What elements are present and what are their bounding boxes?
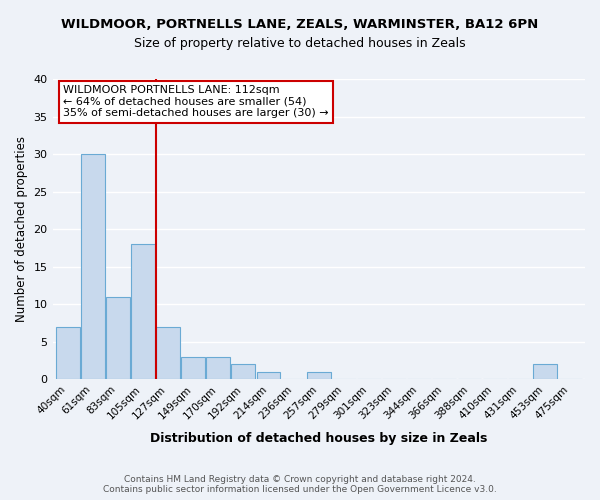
Text: WILDMOOR PORTNELLS LANE: 112sqm
← 64% of detached houses are smaller (54)
35% of: WILDMOOR PORTNELLS LANE: 112sqm ← 64% of… <box>63 85 329 118</box>
Bar <box>181 356 205 379</box>
Text: WILDMOOR, PORTNELLS LANE, ZEALS, WARMINSTER, BA12 6PN: WILDMOOR, PORTNELLS LANE, ZEALS, WARMINS… <box>61 18 539 30</box>
Bar <box>533 364 557 379</box>
Y-axis label: Number of detached properties: Number of detached properties <box>15 136 28 322</box>
Bar <box>232 364 256 379</box>
Text: Size of property relative to detached houses in Zeals: Size of property relative to detached ho… <box>134 38 466 51</box>
Bar <box>81 154 104 379</box>
Text: Contains HM Land Registry data © Crown copyright and database right 2024.: Contains HM Land Registry data © Crown c… <box>124 476 476 484</box>
Bar <box>56 326 80 379</box>
Text: Contains public sector information licensed under the Open Government Licence v3: Contains public sector information licen… <box>103 486 497 494</box>
X-axis label: Distribution of detached houses by size in Zeals: Distribution of detached houses by size … <box>150 432 487 445</box>
Bar <box>106 296 130 379</box>
Bar <box>206 356 230 379</box>
Bar <box>131 244 155 379</box>
Bar <box>307 372 331 379</box>
Bar <box>156 326 180 379</box>
Bar <box>257 372 280 379</box>
